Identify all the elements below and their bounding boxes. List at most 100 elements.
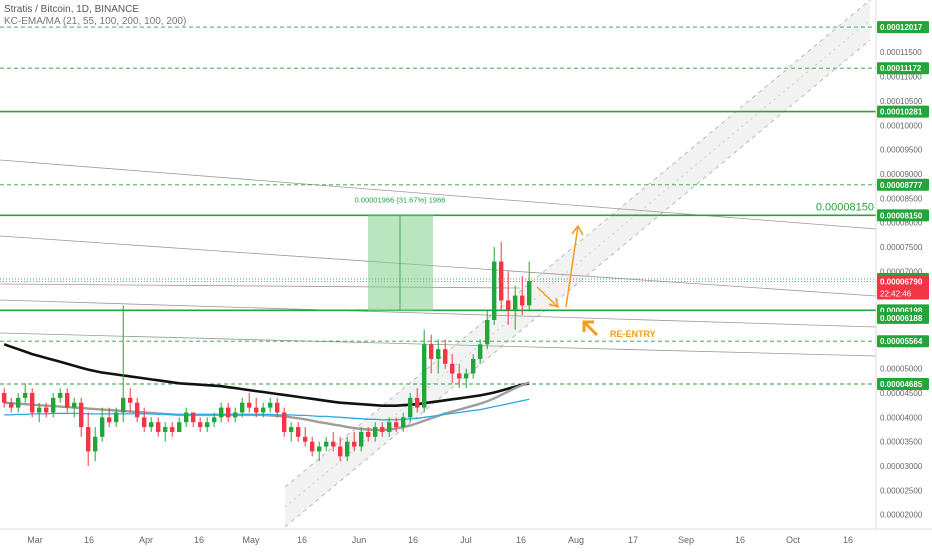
candle-body (275, 402, 280, 413)
candle-24 (163, 422, 168, 442)
level-label-bg (877, 21, 929, 34)
ma-line-blue (4, 398, 530, 421)
candle-42 (289, 422, 294, 442)
last-price-label: 0.00006790 22:42:46 (877, 275, 929, 300)
candle-13 (86, 412, 91, 467)
candle-body (240, 402, 245, 413)
candle-61 (422, 329, 427, 413)
candle-47 (324, 436, 329, 452)
candle-27 (184, 407, 189, 428)
candle-31 (212, 412, 217, 428)
candle-body (359, 431, 364, 447)
chart-title: Stratis / Bitcoin, 1D, BINANCE (4, 4, 140, 15)
candle-68 (471, 354, 476, 379)
candle-body (114, 412, 119, 423)
candle-3 (16, 393, 21, 413)
y-tick-label: 0.00011500 (880, 48, 922, 57)
level-label-bg (877, 311, 929, 324)
candle-9 (58, 388, 63, 403)
candle-body (436, 349, 441, 359)
y-tick-label: 0.00010500 (880, 97, 923, 106)
candle-14 (93, 427, 98, 462)
candle-7 (44, 402, 49, 418)
trendline-1 (0, 159, 877, 230)
last-price-value: 0.00006790 (880, 278, 923, 287)
price-axis-background (876, 0, 932, 529)
candle-4 (23, 383, 28, 403)
level-label-text: 0.00006188 (880, 314, 923, 323)
candle-53 (366, 427, 371, 442)
candle-34 (233, 407, 238, 423)
key-levels (0, 26, 876, 385)
candle-body (457, 373, 462, 379)
candle-18 (121, 305, 126, 423)
candle-body (107, 417, 112, 423)
x-tick-label: Apr (139, 535, 153, 545)
candle-49 (338, 436, 343, 462)
candle-body (303, 436, 308, 442)
re-entry-marker: RE-ENTRY (582, 320, 656, 339)
candle-body (422, 344, 427, 408)
candle-body (471, 358, 476, 374)
candle-35 (240, 397, 245, 418)
candle-body (415, 397, 420, 408)
candle-59 (408, 393, 413, 423)
x-tick-label: 16 (735, 535, 745, 545)
projection-arrows (536, 224, 584, 309)
x-tick-label: 16 (408, 535, 418, 545)
level-label-text: 0.00005564 (880, 337, 923, 346)
channel-fill (285, 0, 870, 527)
candle-body (156, 422, 161, 432)
candle-body (128, 397, 133, 403)
candle-17 (114, 407, 119, 428)
level-label-text: 0.00006198 (880, 306, 923, 315)
level-label-bg (877, 62, 929, 75)
y-tick-label: 0.00011000 (880, 73, 922, 82)
x-tick-label: 16 (516, 535, 526, 545)
candle-40 (275, 397, 280, 418)
candle-29 (198, 417, 203, 432)
level-label-text: 0.00011172 (880, 64, 922, 73)
level-label-text: 0.00004685 (880, 380, 923, 389)
candle-41 (282, 407, 287, 437)
candle-46 (317, 441, 322, 462)
level-label-bg (877, 178, 929, 191)
x-tick-label: Oct (786, 535, 801, 545)
re-entry-label: RE-ENTRY (610, 329, 656, 339)
x-tick-label: 16 (297, 535, 307, 545)
candle-26 (177, 417, 182, 432)
candle-55 (380, 422, 385, 437)
candle-body (352, 441, 357, 447)
candle-22 (149, 417, 154, 432)
candle-57 (394, 417, 399, 432)
candle-43 (296, 422, 301, 442)
candle-body (464, 373, 469, 379)
candle-body (394, 422, 399, 428)
candle-body (380, 427, 385, 432)
level-label-bg (877, 105, 929, 118)
candle-76 (527, 261, 532, 311)
candle-body (485, 319, 490, 345)
re-entry-arrow-shaft (582, 320, 599, 337)
candle-28 (191, 412, 196, 428)
candle-21 (142, 407, 147, 432)
trendline-2 (0, 235, 877, 297)
candle-body (177, 422, 182, 432)
y-tick-label: 0.00005000 (880, 365, 923, 374)
y-tick-label: 0.00010000 (880, 121, 923, 130)
candle-25 (170, 422, 175, 437)
arrow-down-segment (536, 286, 559, 308)
candle-body (51, 397, 56, 413)
x-tick-label: Sep (678, 535, 694, 545)
level-label-1: 0.00012017 (877, 21, 929, 34)
channel-upper-line (284, 0, 871, 488)
candle-body (72, 402, 77, 408)
y-tick-label: 0.00007500 (880, 243, 923, 252)
candle-body (79, 402, 84, 428)
candle-63 (436, 339, 441, 374)
candle-body (492, 261, 497, 320)
candle-body (184, 412, 189, 423)
arrow-up-head (571, 224, 584, 236)
level-label-2: 0.00011172 (877, 62, 929, 75)
